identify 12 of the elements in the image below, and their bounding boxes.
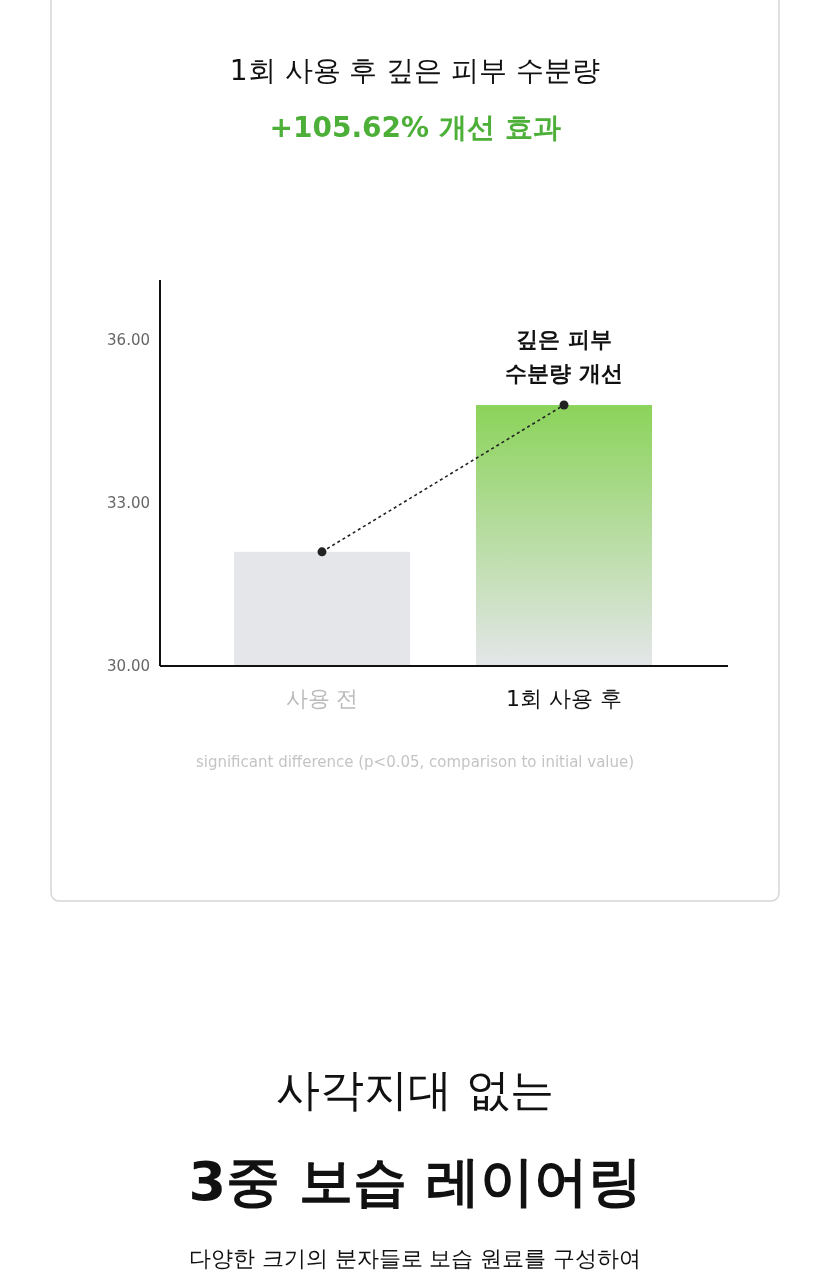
x-tick-label: 1회 사용 후 [506, 686, 622, 711]
chart-title: 1회 사용 후 깊은 피부 수분량 [229, 54, 601, 87]
chart-subtitle: +105.62% 개선 효과 [269, 111, 561, 144]
text: 다양한 크기의 분자들로 보습 원료를 구성하여 [188, 1246, 642, 1271]
text: 3중 보습 레이어링 [188, 1150, 642, 1213]
x-tick-label: 사용 전 [285, 686, 359, 711]
annotation: 깊은 피부 수분량 개선 [505, 327, 623, 387]
y-tick-label: 33.00 [107, 494, 150, 513]
y-tick-label: 36.00 [107, 331, 150, 350]
text: 사각지대 없는 [276, 1064, 554, 1115]
y-tick-label: 30.00 [107, 657, 150, 676]
text: significant difference (p<0.05, comparison to initial value) [195, 753, 635, 771]
